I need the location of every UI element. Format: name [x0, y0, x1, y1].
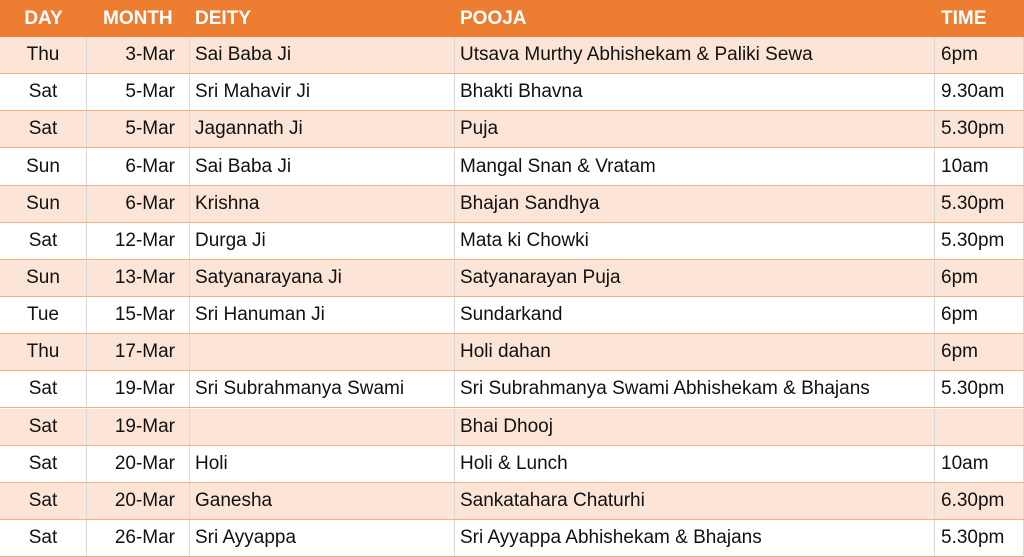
table-cell: 6pm	[935, 334, 1024, 371]
table-cell: Satyanarayan Puja	[455, 259, 935, 297]
table-cell: Sat	[0, 74, 87, 111]
table-cell: Sun	[0, 185, 87, 222]
table-cell: Sat	[0, 222, 87, 259]
table-row: Sat 19-Mar Bhai Dhooj	[0, 408, 1024, 446]
table-cell: 17-Mar	[87, 334, 190, 371]
table-cell: Sri Ayyappa	[190, 519, 455, 557]
table-cell: 20-Mar	[87, 482, 190, 519]
table-row: Sat 20-Mar Holi Holi & Lunch 10am	[0, 445, 1024, 483]
table-cell: Mata ki Chowki	[455, 222, 935, 259]
table-row: Sat 19-Mar Sri Subrahmanya Swami Sri Subrah…	[0, 371, 1024, 409]
table-cell: Sat	[0, 445, 87, 482]
table-cell: 6pm	[935, 259, 1024, 297]
table-row: Sun 6-Mar Sai Baba Ji Mangal Snan & Vratam 1…	[0, 148, 1024, 186]
table-cell: Bhajan Sandhya	[455, 185, 935, 222]
table-cell: 6-Mar	[87, 148, 190, 185]
table-cell: Sri Subrahmanya Swami Abhishekam & Bhaja…	[455, 371, 935, 408]
table-cell: Sri Subrahmanya Swami	[190, 371, 455, 408]
table-cell: Tue	[0, 297, 87, 334]
table-cell: Sun	[0, 148, 87, 185]
table-cell: Thu	[0, 334, 87, 371]
table-cell: Sri Ayyappa Abhishekam & Bhajans	[455, 519, 935, 557]
table-cell: Sai Baba Ji	[190, 148, 455, 185]
table-row: Sun 13-Mar Satyanarayana Ji Satyanarayan Pu…	[0, 259, 1024, 298]
table-row: Thu 3-Mar Sai Baba Ji Utsava Murthy Abhishe…	[0, 37, 1024, 75]
table-cell: 5.30pm	[935, 111, 1024, 148]
table-cell: 6pm	[935, 37, 1024, 74]
table-cell: Bhakti Bhavna	[455, 74, 935, 111]
table-cell: 9.30am	[935, 74, 1024, 111]
table-cell: Durga Ji	[190, 222, 455, 259]
header-cell: DAY	[24, 7, 63, 29]
table-cell: Utsava Murthy Abhishekam & Paliki Sewa	[455, 37, 935, 74]
table-cell	[190, 408, 455, 445]
table-cell: 5.30pm	[935, 222, 1024, 259]
table-cell: Satyanarayana Ji	[190, 259, 455, 297]
table-cell: Sri Hanuman Ji	[190, 297, 455, 334]
table-cell: Sri Mahavir Ji	[190, 74, 455, 111]
table-row: Sat 5-Mar Jagannath Ji Puja 5.30pm	[0, 111, 1024, 149]
table-row: Sun 6-Mar Krishna Bhajan Sandhya 5.30pm	[0, 185, 1024, 223]
table-cell: Holi dahan	[455, 334, 935, 371]
table-cell: 6.30pm	[935, 482, 1024, 519]
table-cell: Sat	[0, 519, 87, 557]
table-cell: Sat	[0, 482, 87, 519]
table-cell	[190, 334, 455, 371]
table-cell: Sundarkand	[455, 297, 935, 334]
table-cell: 10am	[935, 445, 1024, 482]
table-cell: 15-Mar	[87, 297, 190, 334]
table-cell: 19-Mar	[87, 408, 190, 445]
table-row: Tue 15-Mar Sri Hanuman Ji Sundarkand 6pm	[0, 297, 1024, 335]
table-cell	[935, 408, 1024, 445]
table-cell: Sat	[0, 408, 87, 445]
table-row: Sat 26-Mar Sri Ayyappa Sri Ayyappa Abhishek…	[0, 519, 1024, 557]
header-cell: MONTH	[103, 7, 173, 29]
table-cell: Ganesha	[190, 482, 455, 519]
table-cell: 26-Mar	[87, 519, 190, 557]
table-cell: 13-Mar	[87, 259, 190, 297]
table-cell: Thu	[0, 37, 87, 74]
table-cell: 5-Mar	[87, 74, 190, 111]
table-cell: Sat	[0, 111, 87, 148]
table-row: Sat 20-Mar Ganesha Sankatahara Chaturhi 6.30…	[0, 482, 1024, 520]
table-cell: 10am	[935, 148, 1024, 185]
table-cell: 6-Mar	[87, 185, 190, 222]
table-cell: Jagannath Ji	[190, 111, 455, 148]
table-row: Thu 17-Mar Holi dahan 6pm	[0, 334, 1024, 372]
header-cell: DEITY	[195, 7, 251, 29]
table-cell: 20-Mar	[87, 445, 190, 482]
table-row: Sat 12-Mar Durga Ji Mata ki Chowki 5.30pm	[0, 222, 1024, 260]
table-cell: 5.30pm	[935, 185, 1024, 222]
table-cell: 12-Mar	[87, 222, 190, 259]
table-cell: Sat	[0, 371, 87, 408]
header-row: DAY MONTH DEITY POOJA TIME	[0, 0, 1024, 37]
header-cell: TIME	[941, 7, 987, 29]
table-cell: Holi	[190, 445, 455, 482]
table-cell: Holi & Lunch	[455, 445, 935, 482]
table-cell: 6pm	[935, 297, 1024, 334]
table-cell: Mangal Snan & Vratam	[455, 148, 935, 185]
table-cell: 19-Mar	[87, 371, 190, 408]
table-cell: Sun	[0, 259, 87, 297]
table-cell: 5.30pm	[935, 519, 1024, 557]
table-cell: Bhai Dhooj	[455, 408, 935, 445]
table-cell: Krishna	[190, 185, 455, 222]
header-cell: POOJA	[460, 7, 527, 29]
table-cell: 5-Mar	[87, 111, 190, 148]
table-cell: 3-Mar	[87, 37, 190, 74]
table-cell: 5.30pm	[935, 371, 1024, 408]
table-cell: Sankatahara Chaturhi	[455, 482, 935, 519]
table-row: Sat 5-Mar Sri Mahavir Ji Bhakti Bhavna 9.30a…	[0, 74, 1024, 112]
table-cell: Puja	[455, 111, 935, 148]
table-cell: Sai Baba Ji	[190, 37, 455, 74]
